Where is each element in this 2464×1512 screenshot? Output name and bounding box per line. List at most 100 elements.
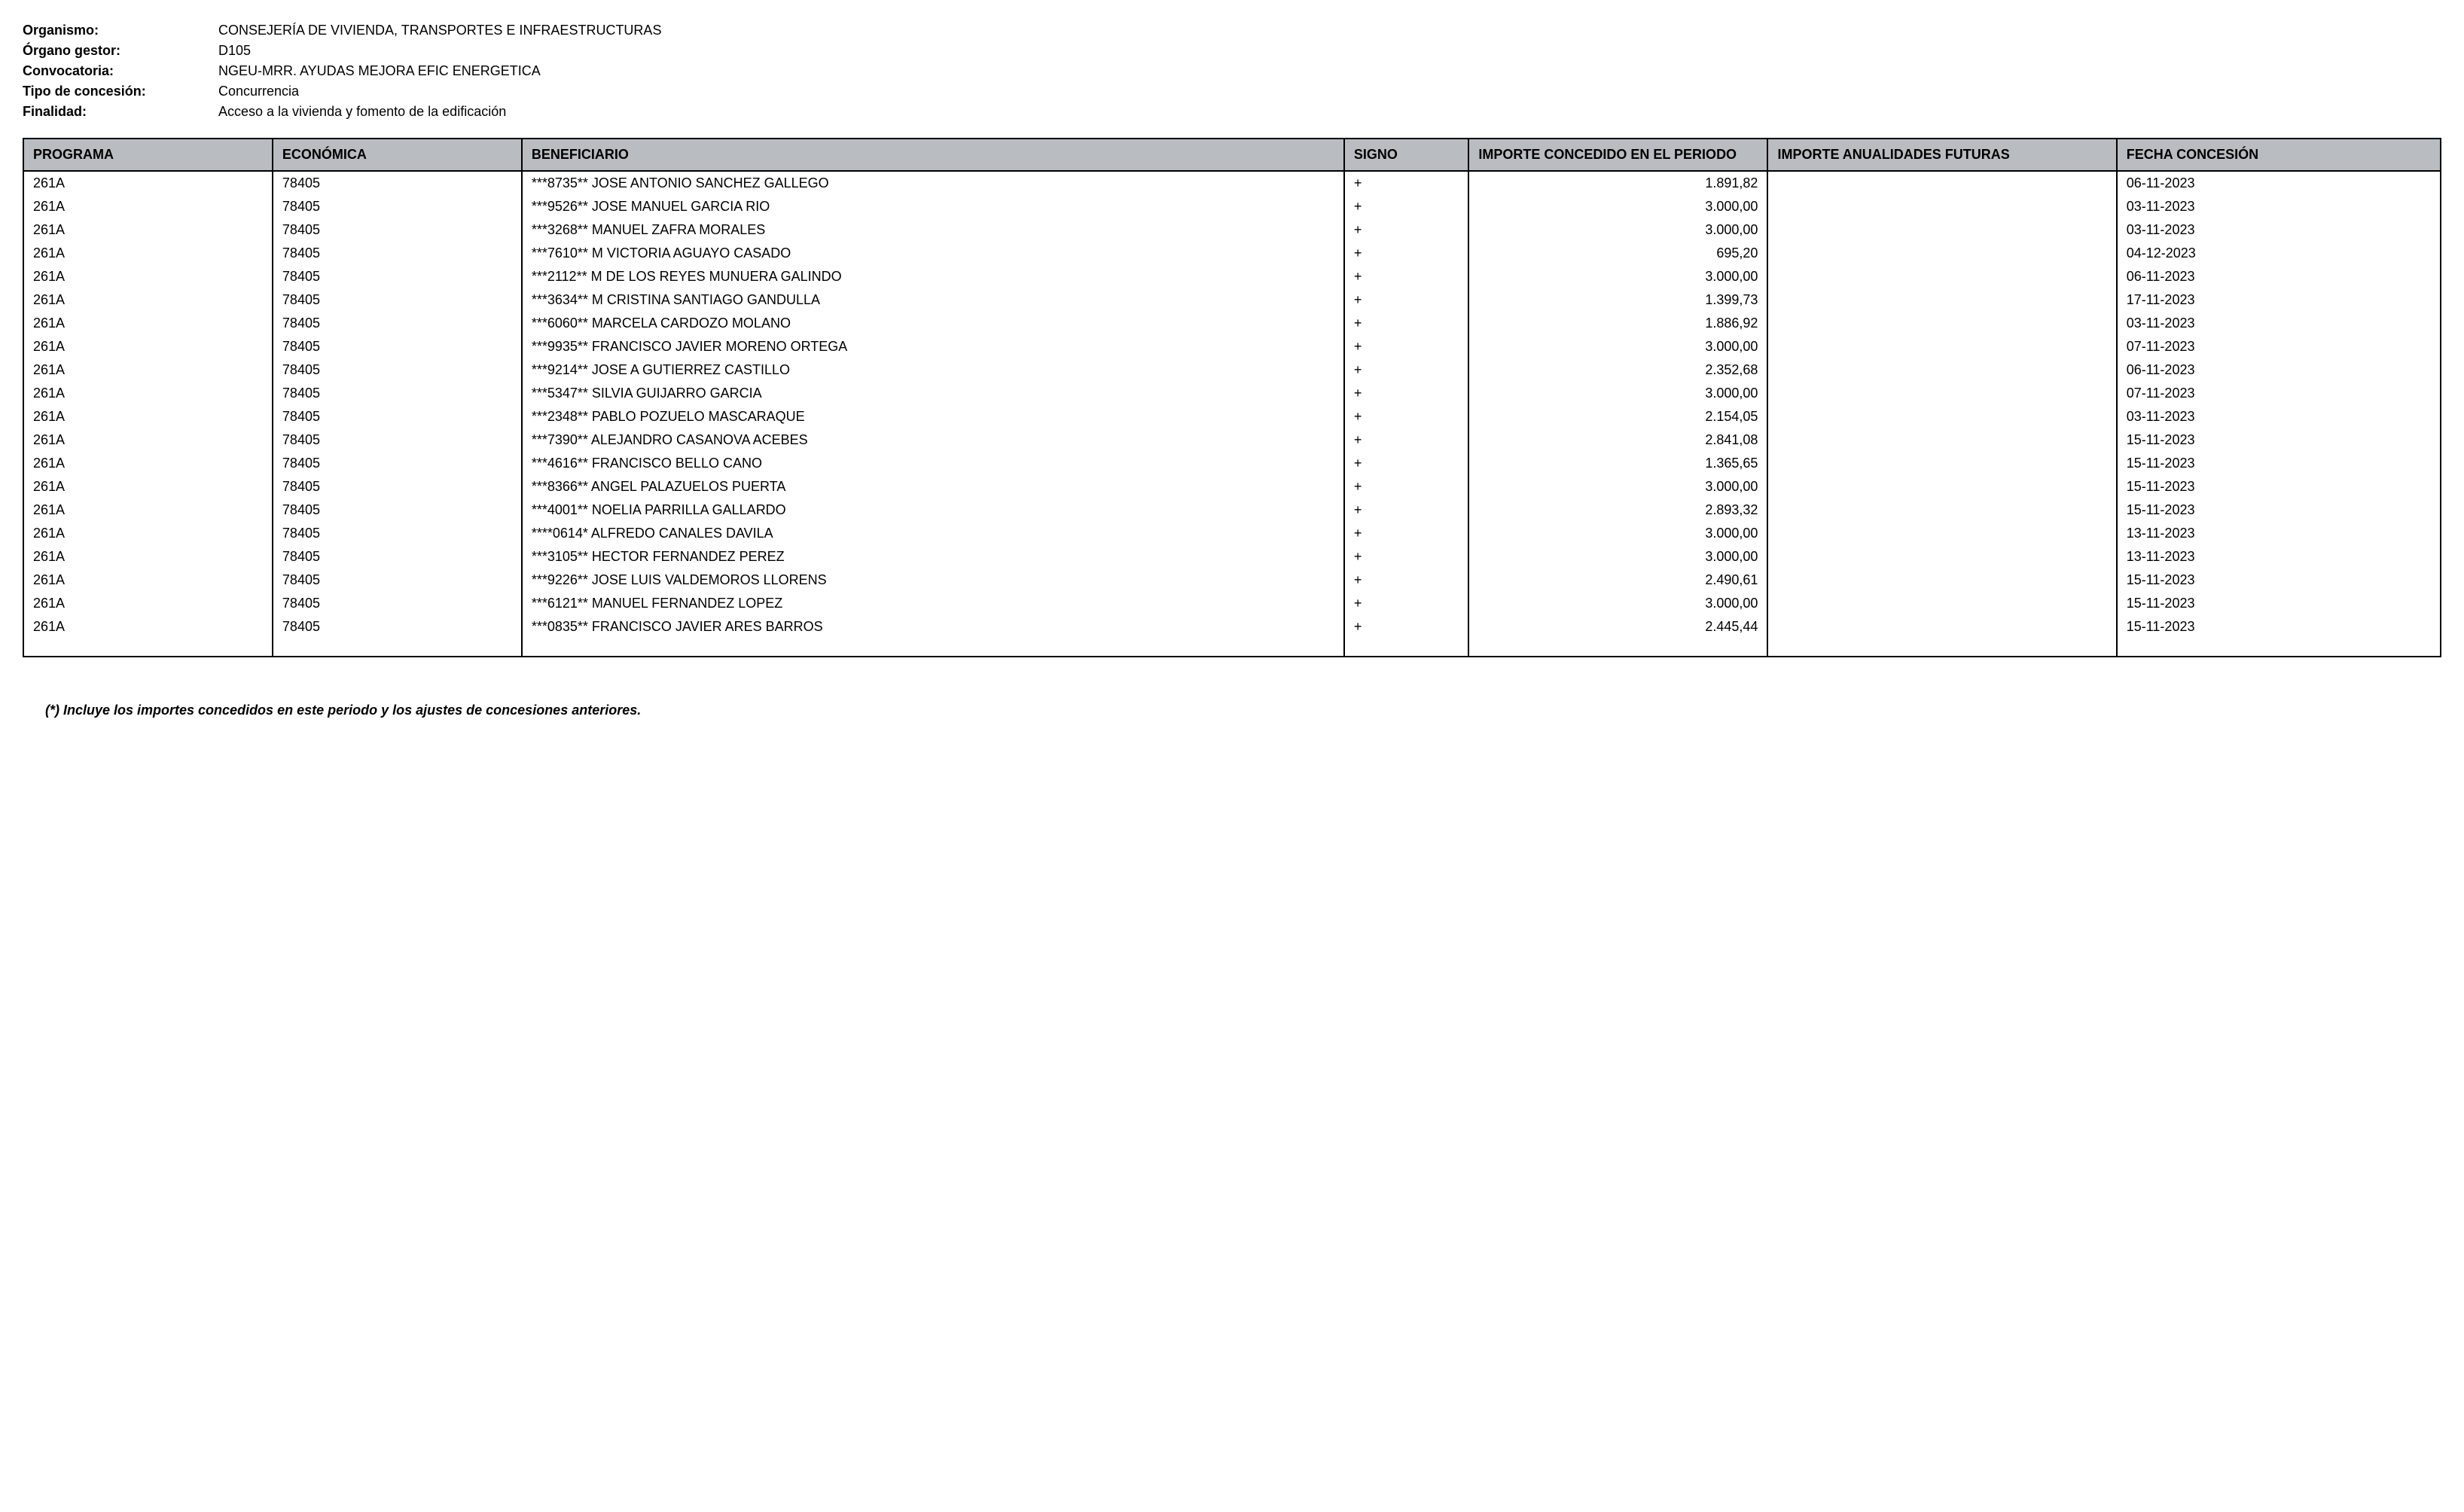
cell-signo: +	[1344, 475, 1468, 498]
cell-signo: +	[1344, 358, 1468, 382]
cell-beneficiario: ***9214** JOSE A GUTIERREZ CASTILLO	[522, 358, 1344, 382]
cell-beneficiario: ***0835** FRANCISCO JAVIER ARES BARROS	[522, 615, 1344, 657]
cell-programa: 261A	[23, 195, 273, 218]
cell-economica: 78405	[273, 452, 522, 475]
cell-fecha: 15-11-2023	[2117, 592, 2441, 615]
cell-importe-periodo: 1.399,73	[1468, 288, 1767, 312]
cell-beneficiario: ***7390** ALEJANDRO CASANOVA ACEBES	[522, 428, 1344, 452]
cell-importe-futuras	[1767, 498, 2116, 522]
cell-economica: 78405	[273, 218, 522, 242]
cell-signo: +	[1344, 242, 1468, 265]
table-row: 261A78405***6121** MANUEL FERNANDEZ LOPE…	[23, 592, 2441, 615]
cell-economica: 78405	[273, 615, 522, 657]
cell-fecha: 03-11-2023	[2117, 195, 2441, 218]
cell-importe-periodo: 3.000,00	[1468, 475, 1767, 498]
table-row: 261A78405***5347** SILVIA GUIJARRO GARCI…	[23, 382, 2441, 405]
cell-signo: +	[1344, 171, 1468, 195]
cell-programa: 261A	[23, 615, 273, 657]
cell-signo: +	[1344, 428, 1468, 452]
cell-signo: +	[1344, 218, 1468, 242]
cell-signo: +	[1344, 312, 1468, 335]
cell-importe-periodo: 1.886,92	[1468, 312, 1767, 335]
cell-signo: +	[1344, 452, 1468, 475]
col-programa: PROGRAMA	[23, 139, 273, 171]
table-row: 261A78405***3268** MANUEL ZAFRA MORALES+…	[23, 218, 2441, 242]
meta-value: D105	[218, 43, 251, 59]
cell-fecha: 15-11-2023	[2117, 498, 2441, 522]
cell-importe-futuras	[1767, 171, 2116, 195]
header-metadata: Organismo: CONSEJERÍA DE VIVIENDA, TRANS…	[23, 23, 2441, 120]
table-row: 261A78405***9214** JOSE A GUTIERREZ CAST…	[23, 358, 2441, 382]
cell-importe-periodo: 3.000,00	[1468, 265, 1767, 288]
cell-beneficiario: ***7610** M VICTORIA AGUAYO CASADO	[522, 242, 1344, 265]
cell-importe-futuras	[1767, 569, 2116, 592]
cell-fecha: 15-11-2023	[2117, 452, 2441, 475]
cell-fecha: 07-11-2023	[2117, 335, 2441, 358]
meta-label: Tipo de concesión:	[23, 84, 218, 99]
cell-fecha: 03-11-2023	[2117, 405, 2441, 428]
table-row: 261A78405***7610** M VICTORIA AGUAYO CAS…	[23, 242, 2441, 265]
cell-fecha: 06-11-2023	[2117, 171, 2441, 195]
cell-economica: 78405	[273, 288, 522, 312]
cell-fecha: 07-11-2023	[2117, 382, 2441, 405]
table-row: 261A78405***7390** ALEJANDRO CASANOVA AC…	[23, 428, 2441, 452]
cell-programa: 261A	[23, 428, 273, 452]
cell-beneficiario: ***9526** JOSE MANUEL GARCIA RIO	[522, 195, 1344, 218]
cell-importe-periodo: 3.000,00	[1468, 195, 1767, 218]
cell-signo: +	[1344, 522, 1468, 545]
cell-importe-periodo: 2.445,44	[1468, 615, 1767, 657]
meta-label: Finalidad:	[23, 104, 218, 120]
cell-programa: 261A	[23, 218, 273, 242]
cell-economica: 78405	[273, 171, 522, 195]
cell-economica: 78405	[273, 358, 522, 382]
cell-importe-futuras	[1767, 218, 2116, 242]
cell-fecha: 06-11-2023	[2117, 358, 2441, 382]
cell-economica: 78405	[273, 382, 522, 405]
cell-programa: 261A	[23, 522, 273, 545]
cell-fecha: 15-11-2023	[2117, 475, 2441, 498]
cell-programa: 261A	[23, 288, 273, 312]
cell-signo: +	[1344, 545, 1468, 569]
cell-fecha: 15-11-2023	[2117, 428, 2441, 452]
cell-importe-periodo: 3.000,00	[1468, 545, 1767, 569]
meta-organo-gestor: Órgano gestor: D105	[23, 43, 2441, 59]
cell-economica: 78405	[273, 592, 522, 615]
meta-value: Concurrencia	[218, 84, 299, 99]
cell-beneficiario: ***6060** MARCELA CARDOZO MOLANO	[522, 312, 1344, 335]
table-row: 261A78405***8366** ANGEL PALAZUELOS PUER…	[23, 475, 2441, 498]
cell-programa: 261A	[23, 475, 273, 498]
cell-importe-futuras	[1767, 312, 2116, 335]
cell-importe-futuras	[1767, 405, 2116, 428]
cell-importe-futuras	[1767, 592, 2116, 615]
table-row: 261A78405***9526** JOSE MANUEL GARCIA RI…	[23, 195, 2441, 218]
cell-importe-futuras	[1767, 545, 2116, 569]
cell-signo: +	[1344, 195, 1468, 218]
cell-economica: 78405	[273, 405, 522, 428]
cell-beneficiario: ***3268** MANUEL ZAFRA MORALES	[522, 218, 1344, 242]
cell-fecha: 03-11-2023	[2117, 218, 2441, 242]
meta-convocatoria: Convocatoria: NGEU-MRR. AYUDAS MEJORA EF…	[23, 63, 2441, 79]
table-row: 261A78405***0835** FRANCISCO JAVIER ARES…	[23, 615, 2441, 657]
cell-beneficiario: ***4616** FRANCISCO BELLO CANO	[522, 452, 1344, 475]
cell-fecha: 13-11-2023	[2117, 545, 2441, 569]
cell-importe-periodo: 2.893,32	[1468, 498, 1767, 522]
cell-importe-periodo: 2.352,68	[1468, 358, 1767, 382]
cell-programa: 261A	[23, 592, 273, 615]
cell-programa: 261A	[23, 312, 273, 335]
cell-importe-periodo: 1.891,82	[1468, 171, 1767, 195]
cell-programa: 261A	[23, 265, 273, 288]
cell-fecha: 13-11-2023	[2117, 522, 2441, 545]
cell-programa: 261A	[23, 545, 273, 569]
table-row: 261A78405***9226** JOSE LUIS VALDEMOROS …	[23, 569, 2441, 592]
cell-economica: 78405	[273, 545, 522, 569]
cell-importe-periodo: 3.000,00	[1468, 382, 1767, 405]
cell-signo: +	[1344, 592, 1468, 615]
cell-beneficiario: ***2112** M DE LOS REYES MUNUERA GALINDO	[522, 265, 1344, 288]
meta-value: CONSEJERÍA DE VIVIENDA, TRANSPORTES E IN…	[218, 23, 661, 38]
cell-programa: 261A	[23, 498, 273, 522]
cell-signo: +	[1344, 615, 1468, 657]
table-row: 261A78405****0614* ALFREDO CANALES DAVIL…	[23, 522, 2441, 545]
cell-signo: +	[1344, 405, 1468, 428]
cell-importe-futuras	[1767, 335, 2116, 358]
cell-fecha: 03-11-2023	[2117, 312, 2441, 335]
